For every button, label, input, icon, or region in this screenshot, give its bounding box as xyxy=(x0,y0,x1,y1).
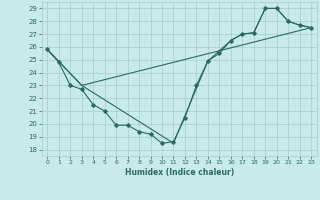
X-axis label: Humidex (Indice chaleur): Humidex (Indice chaleur) xyxy=(124,168,234,177)
